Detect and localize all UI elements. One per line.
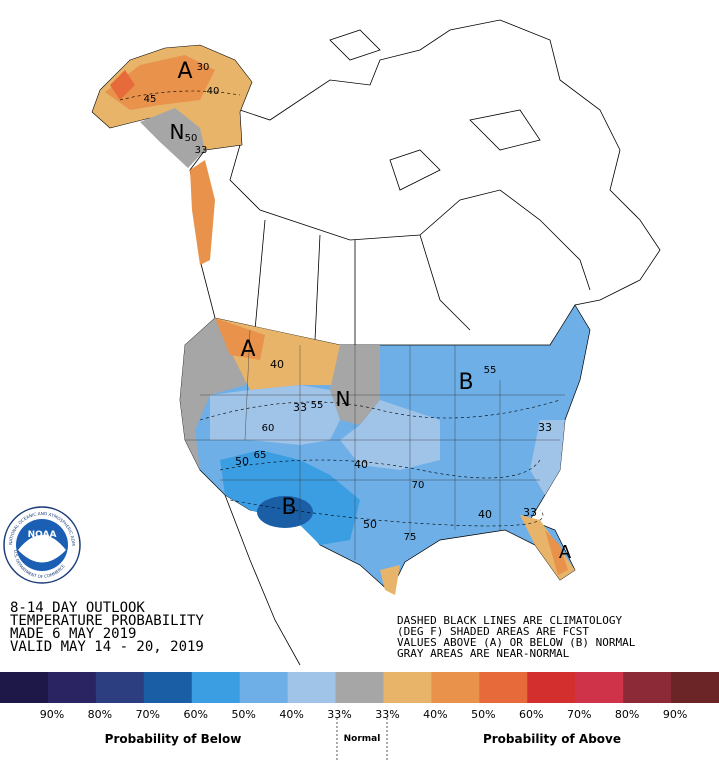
map-label: B — [458, 370, 473, 395]
legend-swatch — [95, 672, 145, 703]
legend-swatch — [191, 672, 241, 703]
legend-label: 60% — [519, 708, 543, 721]
legend-swatch — [0, 672, 49, 703]
florida-above-strong — [545, 530, 568, 575]
legend-label: 70% — [567, 708, 591, 721]
map-label: N — [336, 387, 351, 411]
map-label: 60 — [262, 423, 275, 434]
legend-label: 90% — [663, 708, 687, 721]
logo-name: NOAA — [28, 530, 57, 540]
legend-swatch — [239, 672, 289, 703]
legend-label: 33% — [375, 708, 399, 721]
legend-above: Probability of Above — [483, 732, 621, 746]
map-label: 55 — [311, 400, 324, 411]
legend-label: 50% — [231, 708, 255, 721]
map-label: B — [281, 495, 296, 520]
notes: DASHED BLACK LINES ARE CLIMATOLOGY(DEG F… — [397, 614, 636, 660]
legend-swatch — [575, 672, 624, 703]
map-label: 30 — [197, 62, 210, 73]
logo-bird — [18, 535, 66, 563]
map-label: 50 — [185, 133, 198, 144]
map-label: 40 — [354, 458, 368, 471]
map-label: 33 — [523, 506, 537, 519]
map-label: A — [240, 337, 255, 362]
legend-label: 33% — [327, 708, 351, 721]
central-below-weak — [340, 400, 440, 470]
map-label: N — [170, 120, 185, 144]
note-line: (DEG F) SHADED AREAS ARE FCST — [397, 625, 589, 638]
map-label: 65 — [254, 450, 267, 461]
legend-label: 90% — [40, 708, 64, 721]
legend-swatch — [623, 672, 672, 703]
map-label: A — [559, 542, 572, 563]
map-label: 50 — [363, 518, 377, 531]
note-line: VALUES ABOVE (A) OR BELOW (B) NORMAL — [397, 636, 636, 649]
legend-swatch — [671, 672, 719, 703]
legend-swatch — [47, 672, 97, 703]
map-label: A — [177, 59, 192, 84]
header-line: MADE 6 MAY 2019 — [10, 626, 136, 642]
header-line: 8-14 DAY OUTLOOK — [10, 600, 145, 616]
legend-swatch — [143, 672, 193, 703]
map-label: 33 — [195, 145, 208, 156]
legend-label: 40% — [423, 708, 447, 721]
legend-label: 80% — [88, 708, 112, 721]
alaska-normal — [140, 108, 205, 168]
southwest-below-max — [257, 496, 313, 528]
map-label: 75 — [404, 532, 417, 543]
panhandle-above — [190, 160, 215, 265]
west-normal — [180, 318, 250, 470]
southeast-below-weak — [530, 420, 565, 495]
map-label: 33 — [538, 421, 552, 434]
texas-above — [380, 565, 400, 595]
legend: 90% 80% 70% 60% 50% 40% 33% 33% 40% 50% 60% 70% 80% 9… — [0, 672, 719, 721]
legend-swatch — [527, 672, 576, 703]
map-label: 40 — [478, 508, 492, 521]
interior-below-weak — [210, 385, 340, 445]
note-line: DASHED BLACK LINES ARE CLIMATOLOGY — [397, 614, 623, 627]
legend-swatch — [335, 672, 384, 703]
map-label: 40 — [270, 358, 284, 371]
legend-swatch — [431, 672, 480, 703]
map-label: 45 — [144, 94, 157, 105]
state-borders — [185, 329, 565, 560]
legend-swatch — [383, 672, 432, 703]
map-label: 55 — [484, 365, 497, 376]
note-line: GRAY AREAS ARE NEAR-NORMAL — [397, 647, 570, 660]
legend-label: 60% — [184, 708, 208, 721]
map-label: 40 — [207, 86, 220, 97]
header-line: VALID MAY 14 - 20, 2019 — [10, 639, 204, 655]
legend-label: 40% — [279, 708, 303, 721]
map-label: 70 — [412, 480, 425, 491]
legend-label: 80% — [615, 708, 639, 721]
alaska-above-max — [110, 70, 135, 100]
legend-below: Probability of Below — [105, 732, 242, 746]
map-label: 50 — [235, 455, 249, 468]
northwest-above-strong — [215, 318, 265, 360]
alaska-above-strong — [105, 55, 215, 110]
map-label: 33 — [293, 401, 307, 414]
legend-swatch — [479, 672, 528, 703]
legend-label: 50% — [471, 708, 495, 721]
legend-swatch — [287, 672, 337, 703]
header-line: TEMPERATURE PROBABILITY — [10, 613, 204, 629]
legend-label: 70% — [136, 708, 160, 721]
legend-normal: Normal — [344, 734, 381, 744]
climatology-contours — [119, 90, 561, 527]
